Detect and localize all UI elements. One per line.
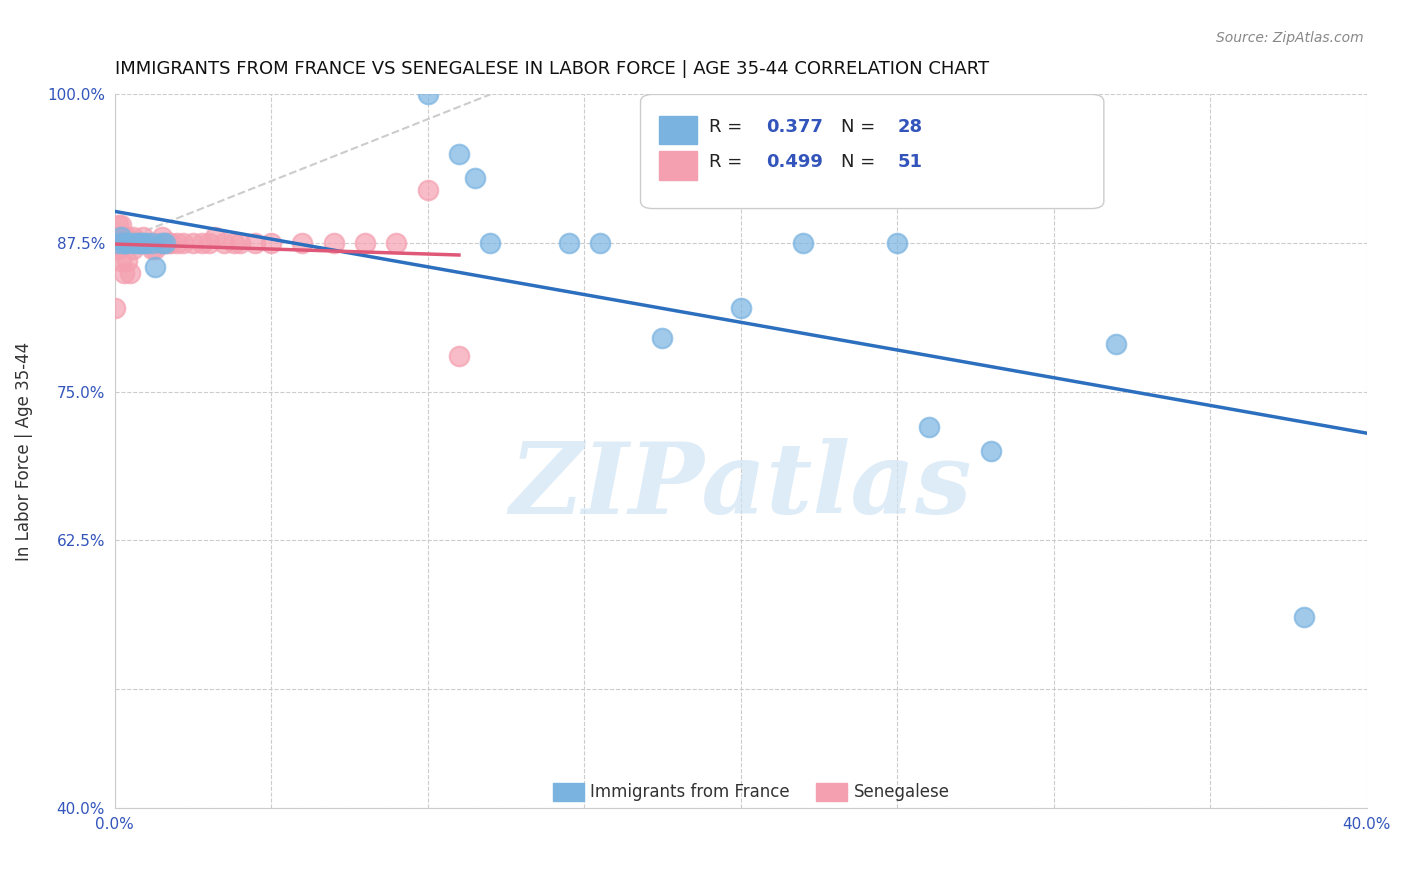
Point xyxy=(447,147,470,161)
Text: ZIPatlas: ZIPatlas xyxy=(509,439,972,535)
Point xyxy=(120,235,142,250)
Point xyxy=(354,235,377,250)
Point xyxy=(156,235,179,250)
Point xyxy=(110,230,132,244)
Point xyxy=(172,235,194,250)
Point xyxy=(980,444,1002,458)
Point xyxy=(166,235,188,250)
Point xyxy=(112,230,135,244)
Point xyxy=(122,230,145,244)
Point xyxy=(141,242,163,256)
Point xyxy=(291,235,314,250)
Text: N =: N = xyxy=(841,153,882,171)
Point xyxy=(110,235,132,250)
Point xyxy=(107,235,129,250)
Point xyxy=(589,235,612,250)
Point xyxy=(132,230,155,244)
Text: R =: R = xyxy=(710,153,748,171)
Point xyxy=(212,235,235,250)
Point xyxy=(128,235,150,250)
Bar xyxy=(553,782,583,800)
Point xyxy=(107,235,129,250)
Point xyxy=(416,87,439,102)
Text: 0.377: 0.377 xyxy=(766,118,823,136)
Point xyxy=(222,235,245,250)
Point xyxy=(479,235,502,250)
Point xyxy=(104,301,127,316)
Point xyxy=(115,230,138,244)
Point xyxy=(160,235,183,250)
Point xyxy=(322,235,344,250)
Point xyxy=(245,235,267,250)
Point xyxy=(141,235,163,250)
Point xyxy=(416,182,439,196)
Point xyxy=(125,235,148,250)
Point xyxy=(122,235,145,250)
Point xyxy=(138,235,160,250)
Bar xyxy=(659,152,697,180)
FancyBboxPatch shape xyxy=(641,95,1104,209)
Point xyxy=(143,260,166,274)
Point xyxy=(150,230,173,244)
Point xyxy=(112,235,135,250)
Point xyxy=(112,235,135,250)
Point xyxy=(112,235,135,250)
Point xyxy=(204,230,226,244)
Point xyxy=(447,349,470,363)
Point xyxy=(104,230,127,244)
Text: Immigrants from France: Immigrants from France xyxy=(591,783,790,801)
Point xyxy=(120,266,142,280)
Point xyxy=(115,253,138,268)
Text: Source: ZipAtlas.com: Source: ZipAtlas.com xyxy=(1216,31,1364,45)
Point xyxy=(153,235,176,250)
Point xyxy=(260,235,283,250)
Text: 51: 51 xyxy=(897,153,922,171)
Point xyxy=(135,235,157,250)
Point xyxy=(107,218,129,232)
Point xyxy=(229,235,252,250)
Text: R =: R = xyxy=(710,118,748,136)
Point xyxy=(886,235,908,250)
Point xyxy=(115,235,138,250)
Point xyxy=(181,235,204,250)
Point xyxy=(135,235,157,250)
Point xyxy=(1105,337,1128,351)
Point xyxy=(197,235,219,250)
Point xyxy=(104,235,127,250)
Point xyxy=(150,235,173,250)
Text: IMMIGRANTS FROM FRANCE VS SENEGALESE IN LABOR FORCE | AGE 35-44 CORRELATION CHAR: IMMIGRANTS FROM FRANCE VS SENEGALESE IN … xyxy=(115,60,988,78)
Point xyxy=(107,230,129,244)
Point xyxy=(1294,610,1316,624)
Bar xyxy=(659,116,697,145)
Point xyxy=(651,331,673,345)
Point xyxy=(153,235,176,250)
Point xyxy=(132,235,155,250)
Point xyxy=(464,170,486,185)
Point xyxy=(115,235,138,250)
Y-axis label: In Labor Force | Age 35-44: In Labor Force | Age 35-44 xyxy=(15,342,32,560)
Point xyxy=(110,218,132,232)
Point xyxy=(110,230,132,244)
Point xyxy=(143,242,166,256)
Point xyxy=(148,235,170,250)
Point xyxy=(792,235,814,250)
Point xyxy=(122,242,145,256)
Point xyxy=(107,242,129,256)
Point xyxy=(110,253,132,268)
Point xyxy=(104,242,127,256)
Text: Senegalese: Senegalese xyxy=(853,783,949,801)
Text: 28: 28 xyxy=(897,118,922,136)
Point xyxy=(557,235,579,250)
Text: N =: N = xyxy=(841,118,882,136)
Point xyxy=(917,420,939,434)
Point xyxy=(385,235,408,250)
Text: 0.499: 0.499 xyxy=(766,153,823,171)
Point xyxy=(730,301,752,316)
Point xyxy=(128,235,150,250)
Point xyxy=(125,235,148,250)
Point xyxy=(112,266,135,280)
Bar xyxy=(815,782,848,800)
Point xyxy=(191,235,214,250)
